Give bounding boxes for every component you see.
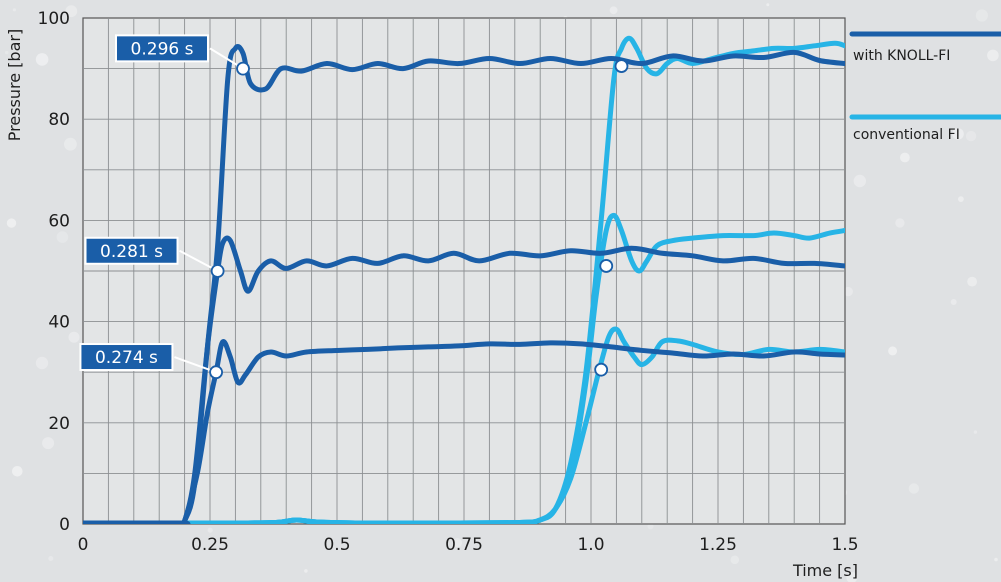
- x-tick-label: 0.25: [191, 535, 229, 555]
- grid: [83, 18, 845, 524]
- callout-leader: [179, 249, 219, 272]
- x-tick-label: 1.25: [699, 535, 737, 555]
- background-dot: [65, 5, 78, 18]
- background-dot: [766, 3, 770, 7]
- background-dot: [952, 128, 964, 140]
- background-dot: [975, 9, 989, 22]
- background-dot: [846, 572, 858, 582]
- x-tick-labels: 0 0.25 0.5 0.75 1.0 1.25 1.5: [78, 535, 859, 555]
- x-tick-label: 0: [78, 535, 89, 555]
- y-tick-label: 80: [48, 110, 70, 130]
- background-dot: [6, 218, 17, 228]
- background-dot: [908, 483, 920, 494]
- data-marker: [236, 61, 250, 76]
- callouts: 0.296 s 0.281 s 0.274 s: [79, 34, 244, 374]
- series-lines: [83, 35, 845, 524]
- callout-box: [84, 236, 179, 265]
- x-tick-label: 1.5: [831, 535, 858, 555]
- background-dot: [950, 299, 957, 305]
- background-dot: [730, 555, 740, 565]
- y-axis-title: Pressure [bar]: [5, 29, 24, 141]
- callout-label: 0.296 s: [131, 39, 194, 59]
- data-marker: [594, 362, 609, 377]
- callout-leader: [174, 356, 217, 374]
- y-tick-label: 20: [48, 414, 70, 434]
- background-dot: [35, 356, 49, 370]
- y-tick-label: 100: [38, 9, 70, 29]
- background-dot: [888, 346, 898, 356]
- legend-label-knoll: with KNOLL-FI: [853, 48, 950, 64]
- background-dot: [35, 53, 49, 66]
- x-tick-label: 1.0: [577, 535, 604, 555]
- background-dot: [207, 527, 213, 533]
- y-tick-labels: 0 20 40 60 80 100: [38, 9, 70, 535]
- background-dot: [304, 569, 308, 573]
- background-dot: [5, 50, 9, 55]
- legend-label-conventional: conventional FI: [853, 127, 960, 143]
- data-marker: [614, 59, 629, 73]
- y-tick-label: 60: [48, 211, 70, 231]
- background-dot: [56, 231, 69, 243]
- background-dot: [965, 130, 977, 142]
- x-axis-title: Time [s]: [792, 561, 858, 580]
- data-marker: [210, 264, 225, 278]
- background-dot: [42, 437, 55, 450]
- background-dot: [900, 152, 910, 163]
- markers: [209, 59, 629, 380]
- background-dot: [609, 6, 618, 15]
- background-dot: [853, 174, 866, 188]
- background-dot: [452, 538, 463, 548]
- series-line-knoll-4: [83, 235, 845, 524]
- y-tick-label: 40: [48, 313, 70, 333]
- background-dot: [895, 218, 905, 228]
- callout-box: [79, 343, 174, 372]
- legend: with KNOLL-FI conventional FI: [849, 31, 1001, 143]
- background-dot: [48, 556, 54, 561]
- background-dot: [967, 276, 977, 287]
- background-dot: [64, 137, 77, 151]
- background-dot: [12, 8, 16, 12]
- x-tick-label: 0.5: [323, 535, 350, 555]
- background-dot: [994, 557, 998, 562]
- data-marker: [209, 365, 223, 380]
- background-dot: [843, 286, 853, 297]
- data-marker: [599, 259, 614, 273]
- callout-label: 0.281 s: [100, 242, 163, 262]
- callout-label: 0.274 s: [95, 348, 158, 368]
- x-tick-label: 0.75: [445, 535, 483, 555]
- background-dot: [973, 430, 978, 434]
- background-dot: [647, 523, 654, 530]
- background-dot: [68, 331, 80, 343]
- y-tick-label: 0: [59, 515, 70, 535]
- background-dot: [987, 49, 999, 62]
- callout-box: [115, 34, 209, 63]
- background-dot: [958, 196, 964, 203]
- background-dot: [11, 466, 23, 477]
